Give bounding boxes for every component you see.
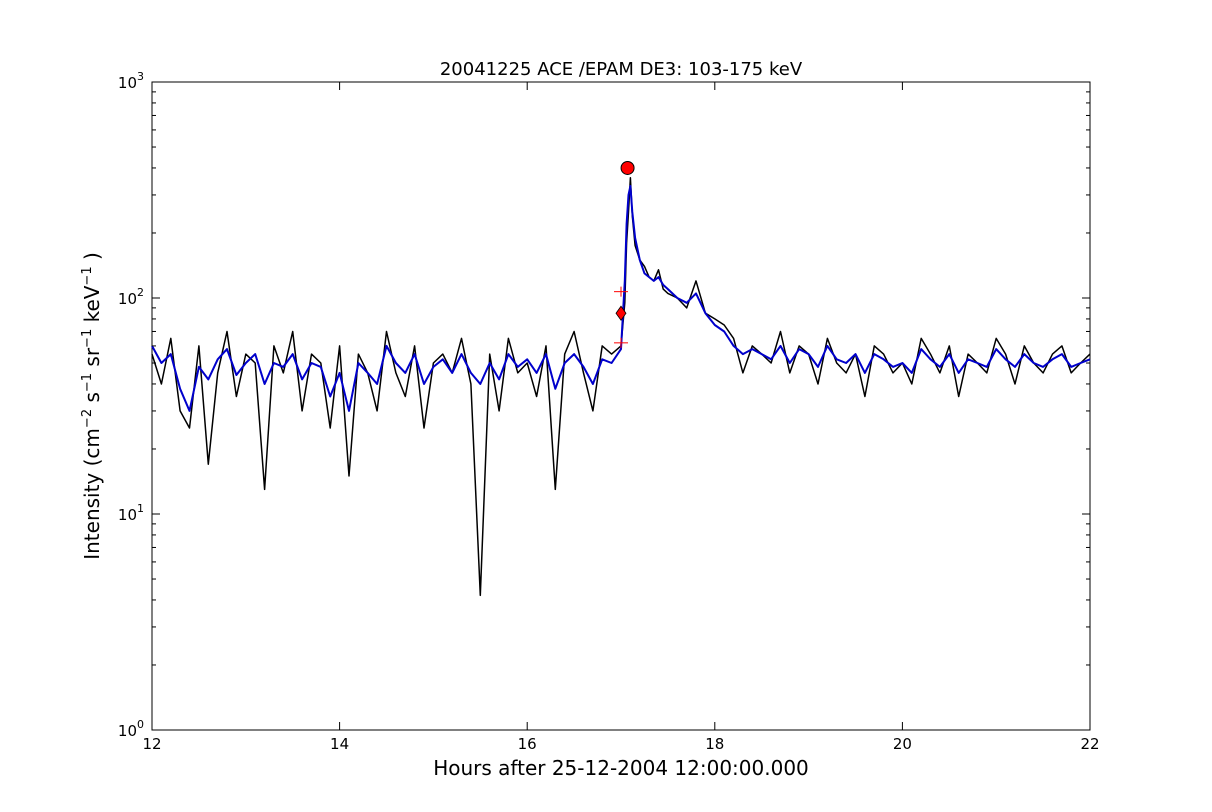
x-tick-label: 14	[330, 735, 349, 753]
x-ticks: 12 14 16 18 20 22	[142, 82, 1100, 753]
y-axis-title: Intensity (cm−2 s−1 sr−1 keV−1 )	[80, 252, 104, 560]
y-tick-label: 102	[118, 286, 144, 308]
x-tick-label: 22	[1080, 735, 1099, 753]
series-line-2	[151, 185, 1091, 412]
x-axis-title: Hours after 25-12-2004 12:00:00.000	[433, 756, 809, 780]
y-tick-label: 103	[118, 70, 144, 92]
plot-frame	[151, 81, 1091, 731]
error-bound-marker-2	[614, 286, 628, 297]
y-tick-label: 101	[118, 502, 144, 524]
plot-area: 12 14 16 18 20 22 100 101 102 103	[118, 70, 1100, 753]
marker-layer	[614, 160, 635, 348]
x-tick-label: 18	[705, 735, 724, 753]
x-tick-label: 20	[893, 735, 912, 753]
x-tick-label: 16	[518, 735, 537, 753]
onset-marker	[615, 305, 627, 321]
x-tick-label: 12	[142, 735, 161, 753]
error-bound-marker-3	[614, 337, 628, 348]
series-line-1	[151, 177, 1091, 597]
y-ticks: 100 101 102 103	[118, 70, 1090, 740]
series-layer	[151, 177, 1091, 597]
peak-marker	[620, 160, 635, 175]
chart-title: 20041225 ACE /EPAM DE3: 103-175 keV	[440, 59, 803, 80]
y-tick-label: 100	[118, 718, 144, 740]
